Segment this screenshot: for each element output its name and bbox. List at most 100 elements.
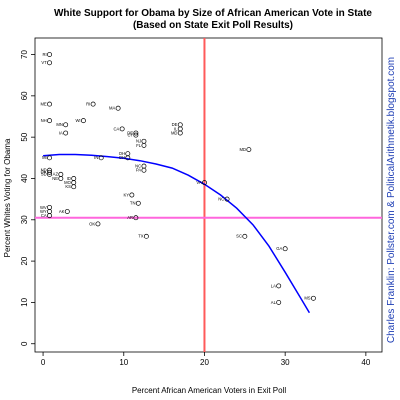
- data-point: [310, 295, 316, 301]
- point-label: TN: [130, 201, 136, 206]
- point-label: AR: [127, 215, 133, 220]
- point-label: ND: [41, 168, 47, 173]
- point-label: VT: [41, 60, 47, 65]
- data-point: [119, 126, 125, 132]
- data-point: [141, 142, 147, 148]
- data-point: [71, 184, 77, 190]
- data-point: [95, 221, 101, 227]
- y-tick-label: 20: [20, 256, 29, 265]
- y-tick-label: 10: [20, 297, 29, 306]
- data-point: [246, 147, 252, 153]
- point-label: OH: [119, 155, 125, 160]
- point-label: AZ: [53, 172, 59, 177]
- point-label: CA: [114, 126, 120, 131]
- point-label: MO: [64, 180, 71, 185]
- x-tick-label: 40: [361, 358, 370, 367]
- y-tick-label: 30: [20, 215, 29, 224]
- y-axis-label: Percent Whites Voting for Obama: [3, 138, 12, 257]
- data-point: [64, 209, 70, 214]
- data-point: [58, 171, 64, 177]
- y-tick-label: 60: [20, 91, 29, 100]
- point-label: AL: [271, 300, 277, 305]
- point-label: VA: [196, 180, 201, 185]
- data-point: [47, 213, 52, 219]
- y-tick-label: 70: [20, 50, 29, 59]
- point-label: NH: [41, 118, 47, 123]
- data-point: [202, 180, 207, 186]
- x-axis: 0 10 20 30 40: [41, 352, 371, 367]
- point-label: SD: [41, 172, 47, 177]
- data-point: [133, 132, 139, 138]
- reference-lines: [35, 38, 382, 352]
- point-label: WV: [40, 205, 47, 210]
- chart-subtitle: (Based on State Exit Poll Results): [133, 20, 293, 31]
- data-point: [47, 209, 52, 214]
- y-tick-label: 50: [20, 132, 29, 141]
- point-label: CA: [41, 213, 47, 218]
- data-point: [125, 155, 131, 161]
- data-point: [47, 171, 52, 177]
- point-label: OK: [89, 221, 95, 226]
- y-axis: 0 10 20 30 40 50 60 70: [20, 50, 35, 346]
- point-label: ID: [67, 176, 71, 181]
- data-point: [47, 60, 52, 66]
- point-label: MN: [56, 122, 63, 127]
- plot-frame: [34, 37, 383, 353]
- point-label: NC: [135, 163, 141, 168]
- data-point: [125, 151, 131, 157]
- point-label: CT: [127, 132, 133, 137]
- point-label: NE: [52, 176, 58, 181]
- point-label: TX: [138, 234, 144, 239]
- point-label: NJ: [136, 139, 141, 144]
- data-point: [177, 126, 183, 132]
- point-label: KY: [123, 192, 129, 197]
- data-point: [224, 196, 230, 202]
- data-point: [47, 204, 52, 210]
- data-point: [71, 180, 77, 186]
- point-label: MD: [240, 147, 247, 152]
- y-tick-label: 0: [20, 341, 29, 346]
- point-label: WY: [40, 209, 47, 214]
- data-point: [135, 200, 141, 206]
- data-point: [133, 130, 139, 136]
- data-point: [58, 176, 64, 181]
- data-point: [47, 101, 52, 107]
- fit-curve: [43, 153, 311, 314]
- x-tick-label: 0: [41, 358, 46, 367]
- point-label: AK: [59, 209, 65, 214]
- point-label: KS: [65, 184, 71, 189]
- point-label: MD: [171, 130, 178, 135]
- point-label: LA: [271, 283, 276, 288]
- point-label: RI: [86, 102, 90, 107]
- data-point: [282, 246, 288, 252]
- point-label: MI: [42, 155, 47, 160]
- data-point: [177, 130, 183, 136]
- data-point: [141, 167, 147, 173]
- data-point: [47, 155, 52, 161]
- data-point: [133, 215, 139, 221]
- x-tick-label: 10: [119, 358, 128, 367]
- data-point: [276, 283, 282, 289]
- x-axis-label: Percent African American Voters in Exit …: [132, 386, 287, 395]
- data-point: [47, 52, 52, 57]
- point-label: IN: [94, 155, 98, 160]
- data-point: [276, 299, 282, 305]
- data-point: [47, 169, 52, 175]
- data-point: [129, 192, 135, 198]
- x-tick-label: 20: [200, 358, 209, 367]
- credit-text: Charles Franklin: Pollster.com & Politic…: [386, 57, 397, 343]
- point-label: RI: [43, 52, 47, 57]
- point-label: MS: [304, 296, 310, 301]
- point-label: NC: [218, 197, 224, 202]
- point-label: FL: [136, 143, 142, 148]
- x-tick-label: 30: [281, 358, 290, 367]
- data-point: [242, 233, 248, 239]
- point-label: SC: [236, 234, 242, 239]
- data-point: [177, 122, 183, 128]
- point-label: GA: [276, 246, 282, 251]
- data-point: [90, 101, 96, 107]
- data-point: [71, 176, 77, 181]
- chart-title: White Support for Obama by Size of Afric…: [54, 8, 372, 19]
